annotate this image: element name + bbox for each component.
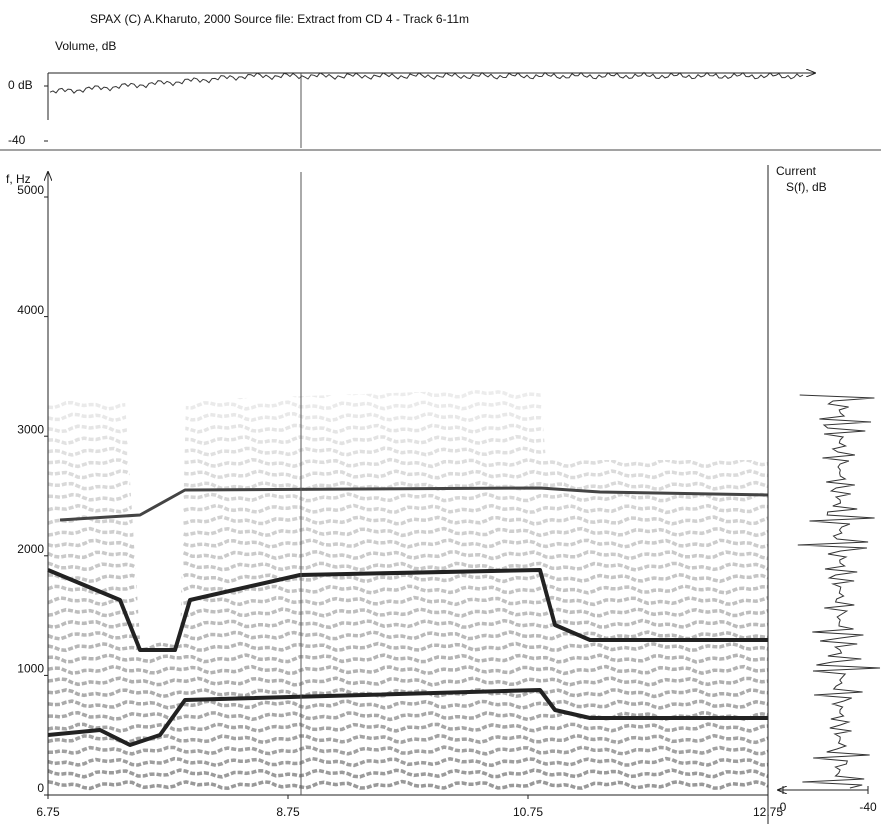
formant-2 bbox=[47, 568, 768, 652]
current-spectrum bbox=[797, 394, 881, 789]
harmonic bbox=[48, 756, 768, 768]
volume-tick-label: -40 bbox=[8, 133, 26, 147]
harmonic bbox=[48, 595, 768, 607]
current-tick-label: -40 bbox=[859, 800, 877, 814]
harmonic bbox=[48, 434, 768, 446]
y-tick-label: 3000 bbox=[17, 422, 44, 436]
harmonic bbox=[48, 630, 768, 641]
x-tick-label: 6.75 bbox=[36, 805, 60, 819]
spectrogram-texture bbox=[48, 388, 768, 791]
y-tick-label: 2000 bbox=[17, 542, 44, 556]
harmonic bbox=[48, 561, 768, 572]
harmonic bbox=[48, 572, 768, 584]
current-label: Current bbox=[776, 164, 817, 178]
harmonic bbox=[48, 549, 768, 561]
volume-tick-label: 0 dB bbox=[8, 78, 33, 92]
harmonic bbox=[48, 584, 768, 595]
harmonic bbox=[48, 653, 768, 664]
x-tick-label: 12.75 bbox=[753, 805, 783, 819]
formant-1 bbox=[47, 688, 768, 747]
harmonic bbox=[48, 710, 768, 722]
x-tick-label: 8.75 bbox=[276, 805, 300, 819]
formants bbox=[47, 486, 769, 747]
harmonic bbox=[48, 469, 768, 480]
harmonic bbox=[48, 388, 768, 400]
harmonic bbox=[48, 607, 768, 618]
harmonic bbox=[48, 526, 768, 538]
harmonic bbox=[48, 768, 768, 779]
volume-label: Volume, dB bbox=[55, 39, 116, 53]
harmonic bbox=[48, 722, 768, 733]
freq-axis-label: f, Hz bbox=[6, 172, 31, 186]
harmonic bbox=[48, 745, 768, 756]
y-tick-label: 5000 bbox=[17, 183, 44, 197]
volume-curve bbox=[49, 71, 804, 94]
harmonic bbox=[48, 446, 768, 457]
current-label: S(f), dB bbox=[786, 180, 827, 194]
harmonic bbox=[48, 779, 768, 791]
harmonic bbox=[48, 492, 768, 503]
current-tick-label: 0 bbox=[780, 800, 787, 814]
harmonic bbox=[48, 664, 768, 676]
harmonic bbox=[48, 699, 768, 710]
y-tick-label: 1000 bbox=[17, 662, 44, 676]
harmonic bbox=[48, 400, 768, 411]
window-title: SPAX (C) A.Kharuto, 2000 Source file: Ex… bbox=[90, 12, 469, 26]
harmonic bbox=[48, 423, 768, 434]
harmonic bbox=[48, 457, 768, 469]
harmonic bbox=[48, 515, 768, 526]
y-tick-label: 0 bbox=[37, 781, 44, 795]
harmonic bbox=[48, 618, 768, 630]
formant-3 bbox=[59, 486, 769, 522]
harmonic bbox=[48, 538, 768, 549]
harmonic bbox=[48, 411, 768, 423]
x-tick-label: 10.75 bbox=[513, 805, 543, 819]
harmonic bbox=[48, 676, 768, 687]
y-tick-label: 4000 bbox=[17, 303, 44, 317]
harmonic bbox=[48, 733, 768, 745]
harmonic bbox=[48, 641, 768, 653]
